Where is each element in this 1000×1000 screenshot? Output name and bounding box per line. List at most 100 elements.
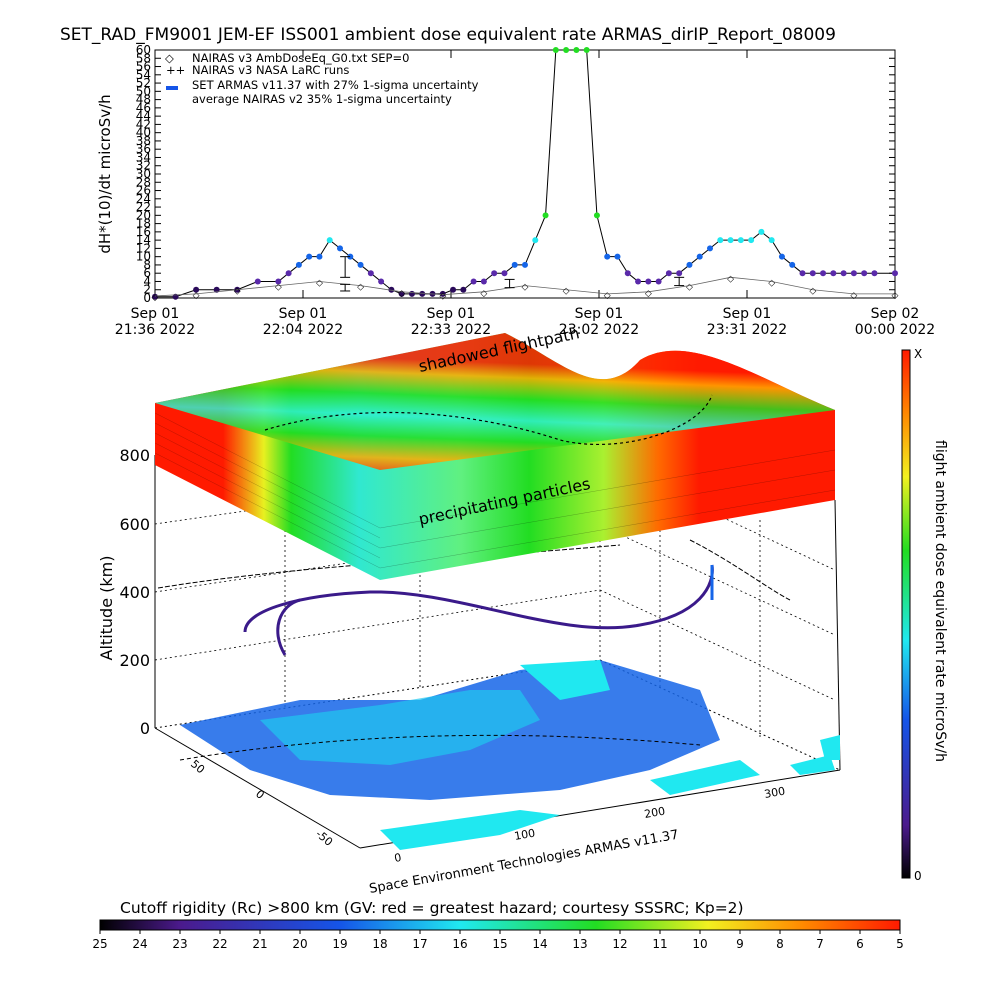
armas-point xyxy=(583,47,590,53)
particle-slab: shadowed flightpath precipitating partic… xyxy=(154,323,836,580)
armas-point xyxy=(450,286,457,293)
armas-point xyxy=(645,278,652,285)
armas-point xyxy=(511,261,518,268)
armas-point xyxy=(593,212,600,219)
y-tick-label: 52 xyxy=(136,76,151,90)
armas-point xyxy=(799,270,806,277)
y-tick-label: 40 xyxy=(136,126,151,140)
legend-marker-set-armas xyxy=(166,86,178,90)
y-tick-label: 2 xyxy=(143,283,151,297)
y-tick-label: 4 xyxy=(143,274,151,288)
rigidity-tick-label: 19 xyxy=(332,937,347,951)
armas-point xyxy=(285,270,292,277)
nairas-point: ◇ xyxy=(357,283,364,293)
armas-point xyxy=(275,278,282,285)
map-continents-highlight xyxy=(260,690,540,765)
armas-point xyxy=(748,237,755,244)
armas-point xyxy=(727,237,734,244)
longitude-tick-label: 100 xyxy=(513,827,536,843)
armas-point xyxy=(470,278,477,285)
x-tick-label-time: 22:33 2022 xyxy=(411,322,491,338)
y-tick-label: 36 xyxy=(136,142,151,156)
nairas-point: ◇ xyxy=(522,283,529,293)
y-tick-label: 58 xyxy=(136,51,151,65)
world-map-floor xyxy=(179,660,840,850)
figure-title: SET_RAD_FM9001 JEM-EF ISS001 ambient dos… xyxy=(60,25,836,45)
x-tick-label-date: Sep 01 xyxy=(723,306,772,322)
legend-entry-nairas-v3-larc: NAIRAS v3 NASA LaRC runs xyxy=(192,63,349,77)
armas-point xyxy=(337,245,343,252)
y-tick-label: 16 xyxy=(136,225,151,239)
latitude-tick-label: 0 xyxy=(253,787,267,801)
slab-layer-lines xyxy=(154,412,836,569)
dose-colorbar-label: flight ambient dose equivalent rate micr… xyxy=(932,440,948,762)
armas-point xyxy=(655,278,662,285)
rigidity-tick-label: 10 xyxy=(692,937,707,951)
dose-colorbar-gradient xyxy=(901,349,911,879)
x-tick-label-date: Sep 01 xyxy=(575,306,624,322)
armas-point xyxy=(419,290,426,297)
armas-point xyxy=(388,286,395,293)
rigidity-tick-label: 6 xyxy=(856,937,864,951)
x-tick-label-time: 22:04 2022 xyxy=(263,322,343,338)
armas-point xyxy=(357,261,364,268)
altitude-tick-label: 0 xyxy=(140,719,150,738)
y-tick-label: 34 xyxy=(136,150,151,164)
dose-colorbar: X 0 flight ambient dose equivalent rate … xyxy=(901,347,948,883)
nairas-point: ◇ xyxy=(850,291,857,301)
armas-point xyxy=(635,278,642,285)
nairas-point: ◇ xyxy=(316,278,323,288)
rigidity-tick-label: 22 xyxy=(212,937,227,951)
altitude-axis-label: Altitude (km) xyxy=(97,556,116,661)
y-tick-label: 42 xyxy=(136,117,151,131)
armas-point xyxy=(254,278,261,285)
armas-point xyxy=(378,278,385,285)
armas-point xyxy=(850,270,857,277)
time-series-legend: ◇ NAIRAS v3 AmbDoseEq_G0.txt SEP=0 ++ NA… xyxy=(165,51,479,106)
y-tick-label: 6 xyxy=(143,266,151,280)
rigidity-tick-label: 20 xyxy=(292,937,307,951)
nairas-point: ◇ xyxy=(809,287,816,297)
armas-point xyxy=(686,261,693,268)
altitude-ticks: 0 200 400 600 800 xyxy=(119,446,150,738)
armas-point xyxy=(532,237,539,244)
x-tick-label-date: Sep 02 xyxy=(871,306,920,322)
y-tick-label: 0 xyxy=(143,291,151,305)
rigidity-tick-label: 12 xyxy=(612,937,627,951)
y-tick-label: 22 xyxy=(136,200,151,214)
y-tick-label: 24 xyxy=(136,192,151,206)
legend-entry-nairas-v2-avg: average NAIRAS v2 35% 1-sigma uncertaint… xyxy=(192,92,452,106)
y-tick-label: 48 xyxy=(136,93,151,107)
x-tick-label-date: Sep 01 xyxy=(279,306,328,322)
armas-point xyxy=(398,290,405,297)
longitude-tick-label: 200 xyxy=(643,805,666,821)
rigidity-colorbar-gradient xyxy=(99,919,901,931)
y-tick-label: 18 xyxy=(136,217,151,231)
armas-point xyxy=(809,270,816,277)
y-tick-label: 12 xyxy=(136,241,151,255)
longitude-tick-label: 300 xyxy=(763,785,786,801)
armas-point xyxy=(789,261,796,268)
armas-point xyxy=(522,261,528,268)
y-tick-label: 54 xyxy=(136,68,151,82)
nairas-line xyxy=(154,276,895,297)
rigidity-tick-label: 8 xyxy=(776,937,784,951)
armas-point xyxy=(892,270,898,277)
armas-point xyxy=(501,270,508,277)
altitude-tick-label: 200 xyxy=(119,651,150,670)
nairas-point: ◇ xyxy=(480,289,487,299)
map-antarctica-east xyxy=(650,760,760,795)
legend-entry-nairas-v3-g0: NAIRAS v3 AmbDoseEq_G0.txt SEP=0 xyxy=(192,51,409,65)
legend-marker-nairas-v3-g0: ◇ xyxy=(165,51,174,65)
armas-point xyxy=(193,286,200,293)
time-series-plot: 0246810121416182022242628303234363840424… xyxy=(96,43,935,338)
rigidity-tick-label: 21 xyxy=(252,937,267,951)
rigidity-tick-label: 15 xyxy=(492,937,507,951)
altitude-tick-label: 400 xyxy=(119,583,150,602)
armas-point xyxy=(778,253,785,260)
armas-point xyxy=(737,237,744,244)
y-tick-label: 10 xyxy=(136,250,151,264)
map-antarctica-west xyxy=(380,810,560,850)
rigidity-tick-label: 14 xyxy=(532,937,547,951)
